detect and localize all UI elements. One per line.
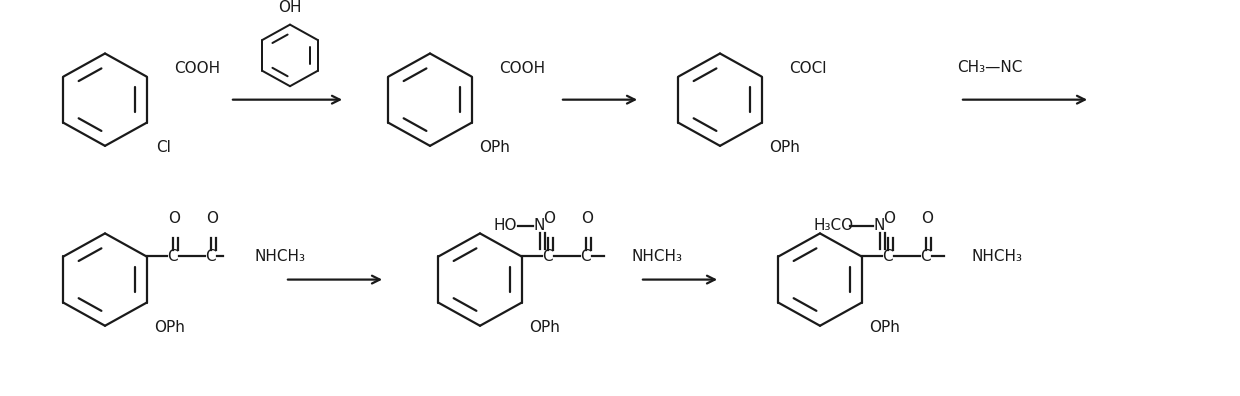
Text: OPh: OPh [480, 140, 511, 155]
Text: OH: OH [278, 0, 301, 15]
Text: COOH: COOH [500, 61, 546, 76]
Text: C: C [580, 249, 591, 264]
Text: N: N [534, 218, 546, 233]
Text: NHCH₃: NHCH₃ [631, 249, 682, 264]
Text: C: C [542, 249, 553, 264]
Text: O: O [169, 211, 181, 226]
Text: O: O [884, 211, 895, 226]
Text: Cl: Cl [156, 140, 171, 155]
Text: C: C [206, 249, 216, 264]
Text: O: O [207, 211, 218, 226]
Text: N: N [874, 218, 885, 233]
Text: C: C [882, 249, 893, 264]
Text: NHCH₃: NHCH₃ [972, 249, 1023, 264]
Text: HO: HO [494, 218, 517, 233]
Text: C: C [920, 249, 931, 264]
Text: O: O [921, 211, 934, 226]
Text: OPh: OPh [770, 140, 801, 155]
Text: OPh: OPh [155, 320, 186, 335]
Text: O: O [543, 211, 556, 226]
Text: CH₃—NC: CH₃—NC [957, 61, 1023, 75]
Text: COCl: COCl [790, 61, 827, 76]
Text: C: C [167, 249, 177, 264]
Text: H₃CO: H₃CO [813, 218, 853, 233]
Text: NHCH₃: NHCH₃ [254, 249, 305, 264]
Text: OPh: OPh [869, 320, 900, 335]
Text: COOH: COOH [175, 61, 221, 76]
Text: OPh: OPh [529, 320, 560, 335]
Text: O: O [582, 211, 594, 226]
